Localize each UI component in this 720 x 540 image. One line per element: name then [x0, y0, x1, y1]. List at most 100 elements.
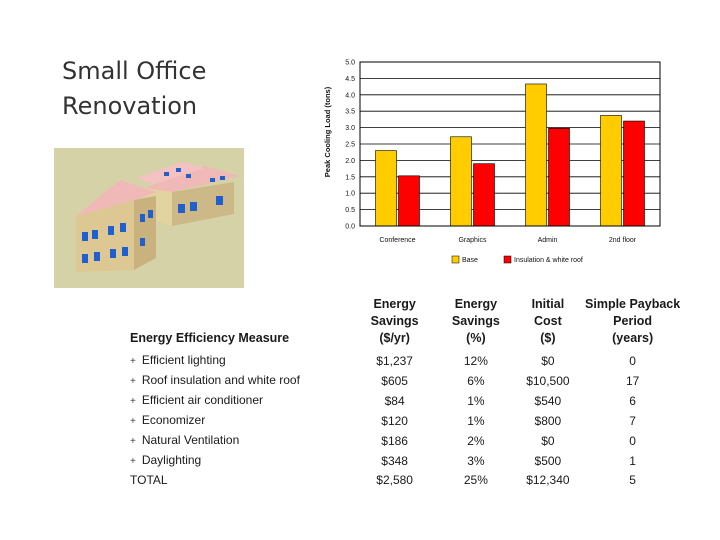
measure-label: Roof insulation and white roof: [141, 373, 300, 387]
plus-icon: +: [130, 376, 136, 387]
window-icon: [190, 202, 197, 211]
cell-measure: + Economizer: [126, 411, 354, 431]
bar-improved: [623, 120, 645, 227]
skylight-icon: [176, 168, 181, 172]
title-line-2: Renovation: [62, 92, 198, 120]
window-icon: [82, 232, 88, 241]
table-row: + Economizer $120 1% $800 7: [126, 411, 686, 431]
table-header-row: Energy Efficiency Measure Energy Savings…: [126, 296, 686, 351]
plus-icon: +: [130, 356, 136, 367]
legend-label: Insulation & white roof: [514, 257, 583, 264]
cell-savings-dollar: $1,237: [376, 354, 413, 368]
x-tick-label: Admin: [538, 237, 558, 244]
window-icon: [122, 247, 128, 256]
table-row: + Efficient lighting $1,237 12% $0 0: [126, 351, 686, 371]
header-initial-cost: Initial Cost ($): [531, 297, 565, 345]
table-row: + Daylighting $348 3% $500 1: [126, 451, 686, 471]
plus-icon: +: [130, 416, 136, 427]
chart-bars: [375, 83, 645, 227]
legend-swatch: [503, 255, 512, 264]
cell-payback: 0: [629, 354, 636, 368]
window-icon: [216, 196, 223, 205]
skylight-icon: [164, 172, 169, 176]
measure-label: TOTAL: [130, 473, 168, 487]
chart-y-axis-label: Peak Cooling Load (tons): [323, 86, 332, 177]
cell-savings-dollar: $186: [381, 434, 408, 448]
table-row: + Natural Ventilation $186 2% $0 0: [126, 431, 686, 451]
table-row: TOTAL $2,580 25% $12,340 5: [126, 471, 686, 489]
cell-initial-cost: $0: [541, 434, 555, 448]
window-icon: [94, 252, 100, 261]
y-tick-label: 2.5: [345, 142, 355, 149]
bar-base: [375, 150, 397, 227]
legend-swatch: [451, 255, 460, 264]
measure-label: Efficient air conditioner: [141, 393, 264, 407]
plus-icon: +: [130, 436, 136, 447]
window-icon: [108, 226, 114, 235]
cell-initial-cost: $540: [534, 394, 562, 408]
y-tick-label: 3.5: [345, 109, 355, 116]
cell-initial-cost: $800: [534, 414, 562, 428]
energy-measures-table: Energy Efficiency Measure Energy Savings…: [126, 296, 686, 489]
cell-measure: + Natural Ventilation: [126, 431, 354, 451]
cooling-load-chart: 0.0 0.5 1.0 1.5 2.0 2.5 3.0 3.5 4.0 4.5 5.0 Confer…: [323, 60, 661, 264]
cell-savings-dollar: $348: [381, 454, 408, 468]
cell-measure: + Roof insulation and white roof: [126, 371, 354, 391]
skylight-icon: [186, 174, 191, 178]
left-block-front: [76, 200, 134, 272]
cell-savings-dollar: $84: [384, 394, 405, 408]
bar-improved: [548, 127, 570, 227]
plus-icon: +: [130, 396, 136, 407]
cell-measure: + Daylighting: [126, 451, 354, 471]
header-savings-pct: Energy Savings (%): [451, 297, 500, 345]
table-body: + Efficient lighting $1,237 1 2% $0 0 + Roof ins…: [126, 351, 686, 489]
cell-savings-pct: 1%: [467, 394, 485, 408]
bar-improved: [398, 175, 420, 227]
table-row: + Efficient air conditioner $84 1% $540 6: [126, 391, 686, 411]
right-wing-wall: [172, 182, 234, 226]
legend-label: Base: [462, 257, 478, 264]
slide-title: Small Office Renovation: [62, 54, 302, 124]
cell-payback: 0: [629, 434, 636, 448]
window-icon: [82, 254, 88, 263]
cell-initial-cost: $12,340: [526, 473, 570, 487]
cell-measure: TOTAL: [126, 471, 354, 489]
window-icon: [120, 223, 126, 232]
window-icon: [92, 230, 98, 239]
chart-x-ticks: Conference Graphics Admin 2nd floor: [379, 237, 636, 244]
cell-payback: 1: [629, 454, 636, 468]
x-tick-label: 2nd floor: [609, 237, 637, 244]
cell-initial-cost: $0: [541, 354, 555, 368]
cell-payback: 17: [625, 374, 640, 388]
bar-base: [525, 83, 547, 227]
skylight-icon: [210, 178, 215, 182]
measure-label: Daylighting: [141, 453, 202, 467]
bar-improved: [473, 163, 495, 227]
window-icon: [140, 214, 145, 222]
y-tick-label: 5.0: [345, 60, 355, 67]
cell-payback: 5: [629, 473, 636, 487]
chart-y-ticks: 0.0 0.5 1.0 1.5 2.0 2.5 3.0 3.5 4.0 4.5 5.0: [345, 60, 355, 231]
x-tick-label: Graphics: [458, 237, 487, 244]
chart-legend: Base Insulation & white roof: [451, 255, 583, 264]
y-tick-label: 4.5: [345, 76, 355, 83]
y-tick-label: 1.5: [345, 174, 355, 181]
middle-roof: [136, 162, 204, 184]
cell-savings-pct: 1%: [467, 414, 485, 428]
y-tick-label: 3.0: [345, 125, 355, 132]
window-icon: [110, 249, 116, 258]
header-savings-dollar: Energy Savings ($/yr): [370, 297, 419, 345]
skylight-icon: [220, 176, 225, 180]
cell-savings-pct: 2%: [467, 434, 485, 448]
cell-savings-pct: 6%: [467, 374, 485, 388]
bar-base: [600, 115, 622, 227]
cell-measure: + Efficient air conditioner: [126, 391, 354, 411]
cell-measure: + Efficient lighting: [126, 351, 354, 371]
plot-frame: [359, 61, 661, 227]
header-measure: Energy Efficiency Measure: [130, 331, 290, 345]
left-block-roof: [76, 180, 156, 216]
y-tick-label: 2.0: [345, 158, 355, 165]
right-wing-roof: [146, 166, 240, 192]
cell-initial-cost: $10,500: [526, 374, 570, 388]
cell-initial-cost: $500: [534, 454, 562, 468]
